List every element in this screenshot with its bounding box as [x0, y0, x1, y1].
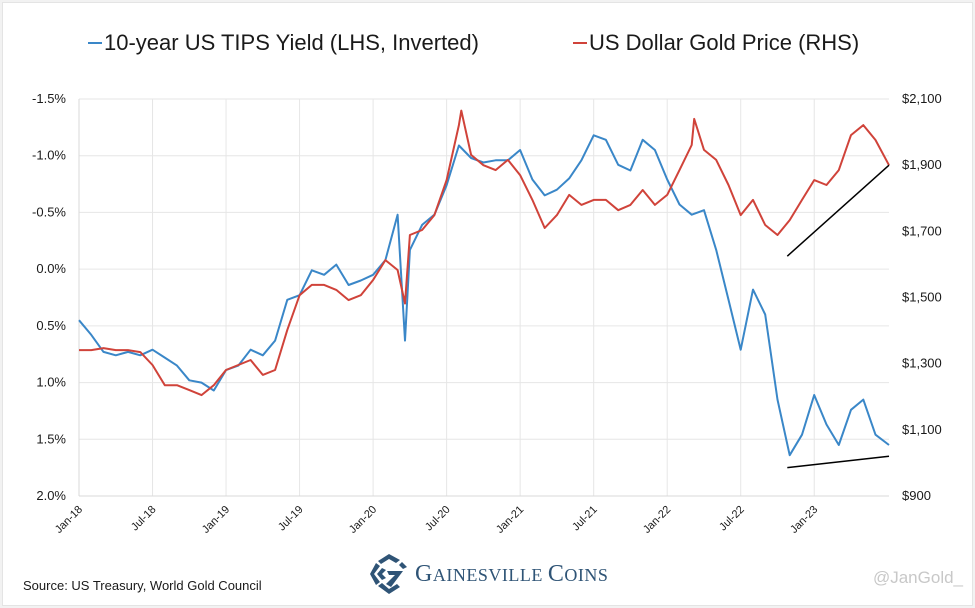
- x-tick-label: Jan-23: [788, 504, 820, 536]
- y-left-tick-label: 1.5%: [36, 431, 66, 446]
- series-lines: [78, 109, 890, 457]
- gold-price-line: [79, 109, 890, 397]
- gold-trendline: [786, 164, 890, 257]
- y-right-tick-label: $2,100: [902, 91, 942, 106]
- legend-item-gold: US Dollar Gold Price (RHS): [573, 30, 859, 56]
- x-tick-label: Jan-20: [347, 504, 379, 536]
- annotations: [786, 164, 890, 469]
- legend-label-gold: US Dollar Gold Price (RHS): [589, 30, 860, 55]
- x-tick-label: Jan-18: [53, 504, 85, 536]
- legend-swatch-gold: [573, 42, 587, 44]
- y-axis-left: -1.5% -1.0% -0.5% 0.0% 0.5% 1.0% 1.5% 2.0%: [32, 91, 66, 503]
- x-tick-label: Jul-21: [570, 504, 600, 534]
- x-tick-label: Jul-18: [129, 504, 159, 534]
- x-tick-label: Jul-19: [276, 504, 306, 534]
- y-left-tick-label: 2.0%: [36, 488, 66, 503]
- legend: 10-year US TIPS Yield (LHS, Inverted) US…: [0, 30, 975, 70]
- x-tick-label: Jan-22: [641, 504, 673, 536]
- source-note: Source: US Treasury, World Gold Council: [23, 578, 262, 593]
- y-right-tick-label: $1,100: [902, 422, 942, 437]
- y-right-tick-label: $1,700: [902, 223, 942, 238]
- gridlines: [78, 98, 889, 497]
- tips-trendline: [787, 455, 890, 469]
- y-left-tick-label: 0.0%: [36, 261, 66, 276]
- y-right-tick-label: $900: [902, 488, 931, 503]
- x-tick-label: Jan-21: [494, 504, 526, 536]
- x-axis: Jan-18 Jul-18 Jan-19 Jul-19 Jan-20 Jul-20 Jan-…: [53, 504, 821, 536]
- author-handle: @JanGold_: [872, 568, 963, 587]
- legend-item-tips: 10-year US TIPS Yield (LHS, Inverted): [88, 30, 479, 56]
- legend-label-tips: 10-year US TIPS Yield (LHS, Inverted): [104, 30, 479, 55]
- y-right-tick-label: $1,300: [902, 356, 942, 371]
- tips-yield-line: [78, 134, 890, 457]
- y-left-tick-label: -1.0%: [32, 148, 66, 163]
- y-axis-right: $2,100 $1,900 $1,700 $1,500 $1,300 $1,100 $900: [902, 91, 942, 503]
- y-right-tick-label: $1,900: [902, 157, 942, 172]
- y-left-tick-label: 1.0%: [36, 375, 66, 390]
- y-left-tick-label: 0.5%: [36, 318, 66, 333]
- brand-logo-block: GAINESVILLE COINS: [369, 553, 608, 595]
- brand-name: GAINESVILLE COINS: [415, 560, 609, 587]
- x-tick-label: Jan-19: [200, 504, 232, 536]
- y-left-tick-label: -0.5%: [32, 204, 66, 219]
- y-left-tick-label: -1.5%: [32, 91, 66, 106]
- y-right-tick-label: $1,500: [902, 290, 942, 305]
- gainesville-coins-logo-icon: [370, 554, 407, 594]
- legend-swatch-tips: [88, 42, 102, 44]
- x-tick-label: Jul-20: [423, 504, 453, 534]
- x-tick-label: Jul-22: [717, 504, 747, 534]
